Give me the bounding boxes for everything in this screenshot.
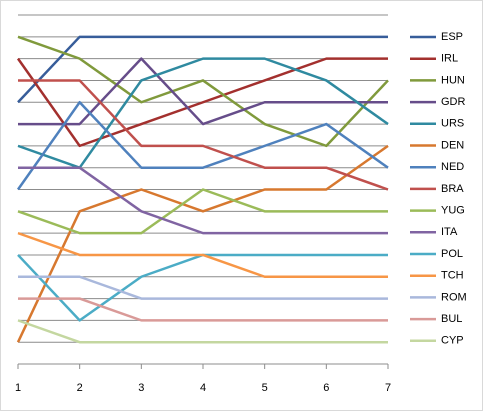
legend-label: HUN	[441, 74, 465, 86]
x-tick-label: 5	[262, 382, 268, 394]
legend-label: URS	[441, 118, 464, 130]
legend-label: CYP	[441, 335, 464, 347]
series-line	[18, 297, 388, 322]
legend-label: POL	[441, 248, 463, 260]
x-tick-label: 6	[323, 382, 329, 394]
series-line	[17, 35, 389, 148]
legend-label: IRL	[441, 53, 458, 65]
series-line	[17, 231, 388, 278]
legend-label: BUL	[441, 313, 462, 325]
series-line	[18, 79, 389, 191]
x-tick-label: 7	[385, 382, 391, 394]
series-line	[18, 166, 388, 235]
legend-label: ESP	[441, 31, 463, 43]
series-line	[16, 57, 388, 148]
series-line	[17, 319, 388, 344]
legend-label: YUG	[441, 205, 465, 217]
legend-label: TCH	[441, 270, 464, 282]
series-line	[18, 275, 388, 300]
series-line	[18, 57, 388, 126]
legend-label: ROM	[441, 291, 467, 303]
legend-label: GDR	[441, 96, 466, 108]
series-line	[16, 101, 389, 191]
legend-label: DEN	[441, 139, 464, 151]
series-line	[17, 35, 388, 104]
legend-label: BRA	[441, 183, 464, 195]
series-line	[17, 188, 388, 235]
series-line	[16, 144, 389, 343]
legend-label: ITA	[441, 226, 458, 238]
legend-label: NED	[441, 161, 464, 173]
x-tick-label: 1	[15, 382, 21, 394]
x-tick-label: 3	[138, 382, 144, 394]
x-tick-label: 4	[200, 382, 206, 394]
x-tick-label: 2	[77, 382, 83, 394]
